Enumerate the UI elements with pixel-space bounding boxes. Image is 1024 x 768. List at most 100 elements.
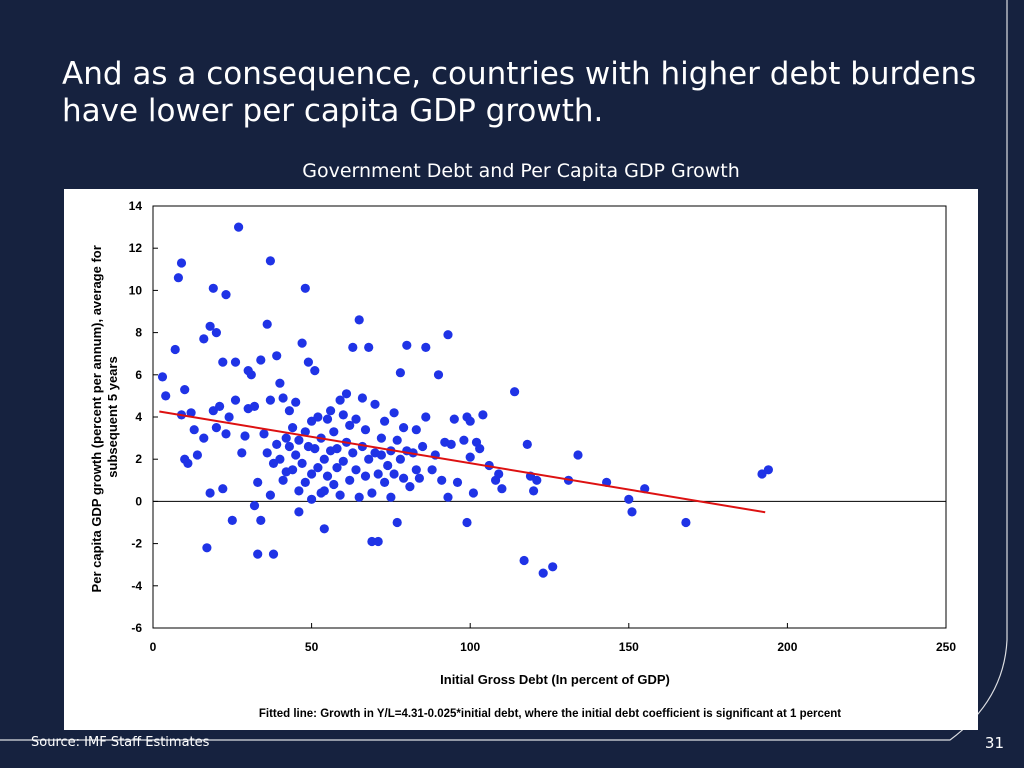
data-point xyxy=(237,448,247,458)
x-tick-label: 50 xyxy=(305,640,319,654)
data-point xyxy=(367,536,377,547)
data-point xyxy=(392,517,402,528)
data-point xyxy=(364,342,374,352)
data-point xyxy=(354,315,364,325)
data-point xyxy=(189,425,199,435)
data-point xyxy=(288,465,298,475)
data-point xyxy=(376,450,386,460)
data-point xyxy=(681,517,691,528)
data-point xyxy=(192,450,202,460)
data-point xyxy=(348,448,358,458)
data-point xyxy=(335,490,345,500)
data-point xyxy=(202,543,212,553)
data-point xyxy=(338,410,348,420)
data-point xyxy=(218,484,228,494)
data-point xyxy=(411,425,421,435)
data-point xyxy=(383,460,393,471)
data-point xyxy=(405,482,415,492)
data-point xyxy=(411,465,421,475)
data-point xyxy=(157,372,168,382)
data-point xyxy=(215,401,225,411)
data-point xyxy=(322,471,333,481)
data-point xyxy=(294,435,304,445)
y-axis-ticks: -6 -4 -2 0 2 4 6 8 10 12 14 xyxy=(129,199,158,635)
data-point xyxy=(449,414,459,424)
data-point xyxy=(180,385,190,395)
data-point xyxy=(494,469,504,479)
data-point xyxy=(253,549,263,559)
data-point xyxy=(357,393,367,403)
data-point xyxy=(272,439,282,449)
y-axis-label: Per capita GDP growth (percent per annum… xyxy=(89,242,120,593)
data-point xyxy=(300,477,310,487)
data-point xyxy=(443,330,453,340)
data-point xyxy=(624,494,634,504)
data-point xyxy=(338,456,348,466)
data-point xyxy=(303,357,313,367)
data-point xyxy=(392,435,402,445)
data-point xyxy=(367,488,377,498)
data-point xyxy=(373,469,383,479)
data-point xyxy=(291,450,301,460)
y-tick-label: 4 xyxy=(135,410,142,424)
y-tick-label: 12 xyxy=(129,241,143,255)
data-point xyxy=(497,484,507,494)
data-point xyxy=(414,473,424,483)
data-point xyxy=(300,427,310,437)
data-point xyxy=(437,475,447,485)
data-point xyxy=(284,441,294,452)
data-point xyxy=(418,441,428,452)
data-point xyxy=(465,452,475,462)
data-point xyxy=(278,393,288,403)
x-tick-label: 250 xyxy=(936,640,956,654)
scatter-points xyxy=(157,222,774,578)
data-point xyxy=(221,429,231,439)
data-point xyxy=(319,486,329,496)
data-point xyxy=(256,515,266,525)
data-point xyxy=(399,423,409,433)
data-point xyxy=(370,399,380,409)
data-point xyxy=(462,517,472,528)
data-point xyxy=(548,562,558,572)
data-point xyxy=(395,368,405,378)
data-point xyxy=(211,328,221,338)
data-point xyxy=(399,473,409,483)
data-point xyxy=(310,366,320,376)
y-tick-label: 8 xyxy=(135,326,142,340)
y-tick-label: -4 xyxy=(131,579,142,593)
data-point xyxy=(360,425,371,435)
data-point xyxy=(421,342,431,352)
chart-footnote: Fitted line: Growth in Y/L=4.31-0.025*in… xyxy=(259,708,841,720)
data-point xyxy=(294,486,304,496)
data-point xyxy=(329,427,339,437)
data-point xyxy=(510,387,520,397)
scatter-chart: -6 -4 -2 0 2 4 6 8 10 12 14 0 50 100 150 200 250 Per ca… xyxy=(89,199,956,720)
data-point xyxy=(519,555,529,566)
data-point xyxy=(345,420,355,430)
data-point xyxy=(307,494,317,504)
data-point xyxy=(211,423,221,433)
data-point xyxy=(288,423,298,433)
data-point xyxy=(262,319,272,329)
data-point xyxy=(364,454,374,464)
data-point xyxy=(427,465,437,475)
data-point xyxy=(332,463,342,473)
data-point xyxy=(376,433,386,443)
data-point xyxy=(253,477,263,487)
data-point xyxy=(763,465,774,475)
data-point xyxy=(522,439,532,449)
data-point xyxy=(459,435,469,445)
data-point xyxy=(265,395,275,405)
data-point xyxy=(161,391,171,401)
data-point xyxy=(335,395,345,405)
data-point xyxy=(284,406,294,416)
data-point xyxy=(268,549,279,559)
data-point xyxy=(326,406,336,416)
data-point xyxy=(573,450,583,460)
data-point xyxy=(389,469,399,479)
data-point xyxy=(265,490,275,500)
data-point xyxy=(322,414,333,424)
x-tick-label: 100 xyxy=(460,640,480,654)
data-point xyxy=(465,416,475,426)
data-point xyxy=(443,492,453,502)
